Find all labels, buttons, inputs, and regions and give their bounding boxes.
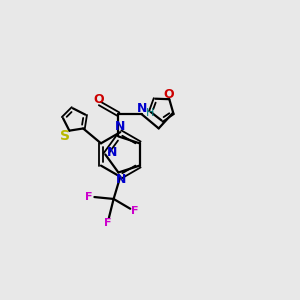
Text: O: O	[164, 88, 174, 100]
Text: H: H	[146, 108, 155, 118]
Text: N: N	[115, 120, 125, 133]
Text: O: O	[93, 93, 104, 106]
Text: F: F	[131, 206, 139, 217]
Text: S: S	[60, 129, 70, 143]
Text: N: N	[116, 172, 126, 185]
Text: F: F	[85, 191, 93, 202]
Text: N: N	[106, 146, 117, 160]
Text: F: F	[104, 218, 111, 228]
Text: N: N	[137, 102, 147, 115]
